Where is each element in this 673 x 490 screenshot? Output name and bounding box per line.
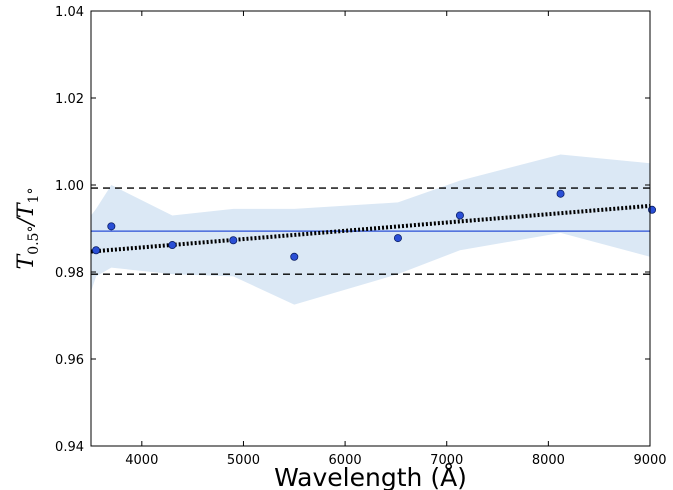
x-tick-label: 5000: [227, 453, 260, 468]
ticks-layer: [91, 10, 651, 447]
data-point: [290, 252, 299, 261]
y-axis-label-sub2: 1°: [26, 188, 42, 204]
data-point: [229, 236, 238, 245]
data-point: [393, 234, 402, 243]
data-point: [168, 241, 177, 250]
linear-fit-line: [90, 203, 651, 254]
tick-labels-layer: 4000 5000 6000 7000 8000 9000 0.94 0.96 0.98 1.00…: [55, 5, 667, 468]
trend-fit-layer: [90, 203, 651, 254]
data-point: [455, 211, 464, 220]
x-tick-label: 4000: [125, 453, 158, 468]
data-point: [556, 189, 565, 198]
data-points-layer: [92, 189, 657, 261]
y-axis-label: T0.5°/T1°: [14, 188, 42, 270]
x-tick-label: 8000: [532, 453, 565, 468]
data-point: [107, 222, 116, 231]
data-point: [92, 246, 101, 255]
y-axis-label-sub1: 0.5°: [26, 226, 42, 255]
x-tick-label: 9000: [633, 453, 666, 468]
x-axis-label: Wavelength (Å): [274, 463, 467, 490]
x-tick-label: 6000: [329, 453, 362, 468]
y-tick-label: 1.00: [55, 179, 84, 194]
y-tick-label: 1.02: [55, 92, 84, 107]
y-axis-label-sep: /T: [14, 201, 39, 227]
x-tick-label: 7000: [430, 453, 463, 468]
plot-frame: [90, 10, 651, 447]
y-tick-label: 1.04: [55, 5, 84, 20]
y-tick-label: 0.94: [55, 440, 84, 455]
y-tick-label: 0.96: [55, 353, 84, 368]
y-tick-label: 0.98: [55, 266, 84, 281]
y-axis-label-main: T: [14, 252, 39, 269]
reference-lines-layer: [91, 187, 650, 275]
